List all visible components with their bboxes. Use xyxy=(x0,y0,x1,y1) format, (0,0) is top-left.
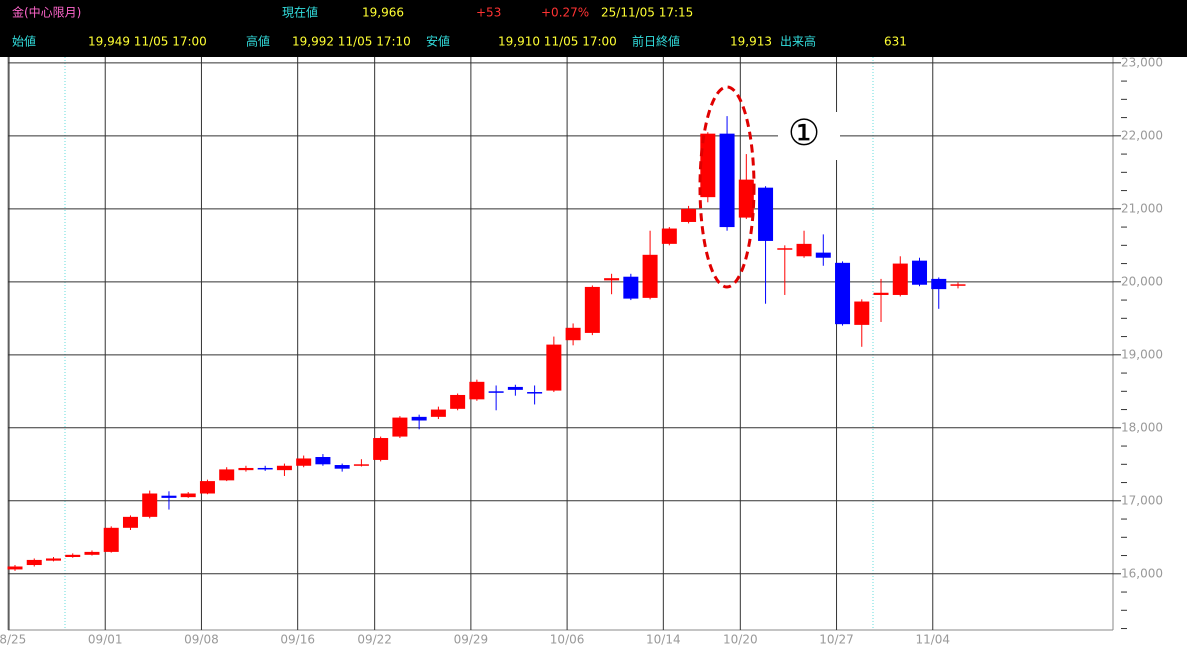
x-tick-label: 10/14 xyxy=(646,633,681,647)
x-tick-label: 09/16 xyxy=(280,633,315,647)
candle-body xyxy=(411,416,427,421)
value: 19,910 11/05 17:00 xyxy=(498,35,617,49)
candle-body xyxy=(430,409,446,417)
candle-body xyxy=(488,391,504,393)
candle-body xyxy=(353,464,369,466)
candle-body xyxy=(873,292,889,295)
label: 出来高 xyxy=(780,34,816,49)
candle-body xyxy=(719,133,735,228)
candle-body xyxy=(565,327,581,341)
x-tick-label: 11/04 xyxy=(915,633,950,647)
change: +53 xyxy=(476,6,501,20)
y-tick-label: 21,000 xyxy=(1121,201,1163,215)
candle-body xyxy=(835,262,851,325)
candle-body xyxy=(7,566,23,570)
value: 631 xyxy=(884,35,907,49)
x-tick-label: 10/27 xyxy=(819,633,854,647)
label: 安値 xyxy=(426,34,450,49)
candle-body xyxy=(796,243,812,257)
value: 19,992 11/05 17:10 xyxy=(292,35,411,49)
label: 現在値 xyxy=(282,5,318,20)
x-tick-label: 09/29 xyxy=(454,633,489,647)
candle-body xyxy=(469,381,485,400)
instrument: 金(中心限月) xyxy=(12,5,81,20)
candle-body xyxy=(507,386,523,390)
x-tick-label: 10/20 xyxy=(723,633,758,647)
candle-body xyxy=(661,228,677,244)
candle-body xyxy=(700,133,716,198)
label: 高値 xyxy=(246,34,270,49)
candle-body xyxy=(738,179,754,218)
candle-body xyxy=(392,417,408,437)
x-tick-label: 09/22 xyxy=(357,633,392,647)
candle-body xyxy=(758,187,774,241)
candle-body xyxy=(527,392,543,394)
label: 始値 xyxy=(12,34,36,49)
candle-body xyxy=(642,254,658,298)
candle-body xyxy=(584,286,600,333)
candle-body xyxy=(854,301,870,325)
candle-body xyxy=(912,260,928,285)
x-tick-label: 08/25 xyxy=(0,633,26,647)
value: 19,913 xyxy=(730,35,772,49)
y-tick-label: 22,000 xyxy=(1121,128,1163,142)
candle-body xyxy=(373,438,389,460)
candle-body xyxy=(334,465,350,469)
candle-body xyxy=(238,467,254,471)
header-band xyxy=(0,0,1187,57)
candle-body xyxy=(122,516,138,528)
candle-body xyxy=(142,493,158,517)
candle-body xyxy=(296,458,312,466)
y-tick-label: 17,000 xyxy=(1121,493,1163,507)
candle-body xyxy=(777,248,793,250)
value: 19,949 11/05 17:00 xyxy=(88,35,207,49)
candle-body xyxy=(276,465,292,471)
candle-body xyxy=(161,495,177,498)
candle-body xyxy=(604,278,620,281)
candle-body xyxy=(84,551,100,555)
candle-body xyxy=(950,284,966,286)
candle-body xyxy=(450,394,466,409)
candle-body xyxy=(681,208,697,222)
candle-body xyxy=(219,469,235,481)
annotation-bg xyxy=(778,112,840,160)
timestamp: 25/11/05 17:15 xyxy=(601,6,693,20)
x-tick-label: 10/06 xyxy=(550,633,585,647)
candle-body xyxy=(315,457,331,465)
highlight-ellipse xyxy=(698,85,756,289)
change-pct: +0.27% xyxy=(541,6,589,20)
value: 19,966 xyxy=(362,6,404,20)
label: 前日終値 xyxy=(632,34,680,49)
y-tick-label: 23,000 xyxy=(1121,55,1163,69)
candle-body xyxy=(931,278,947,290)
candle-body xyxy=(623,276,639,299)
x-tick-label: 09/01 xyxy=(88,633,123,647)
y-tick-label: 18,000 xyxy=(1121,420,1163,434)
y-tick-label: 20,000 xyxy=(1121,274,1163,288)
candle-body xyxy=(26,559,42,566)
y-tick-label: 19,000 xyxy=(1121,347,1163,361)
candle-body xyxy=(892,263,908,295)
candle-body xyxy=(65,554,81,558)
candle-body xyxy=(546,344,562,391)
candle-body xyxy=(257,467,273,470)
x-tick-label: 09/08 xyxy=(184,633,219,647)
candle-body xyxy=(199,481,215,494)
candle-body xyxy=(180,493,196,498)
annotation: ① xyxy=(788,113,820,154)
candle-body xyxy=(103,527,119,552)
y-tick-label: 16,000 xyxy=(1121,566,1163,580)
candle-body xyxy=(815,252,831,258)
candle-body xyxy=(45,558,61,561)
